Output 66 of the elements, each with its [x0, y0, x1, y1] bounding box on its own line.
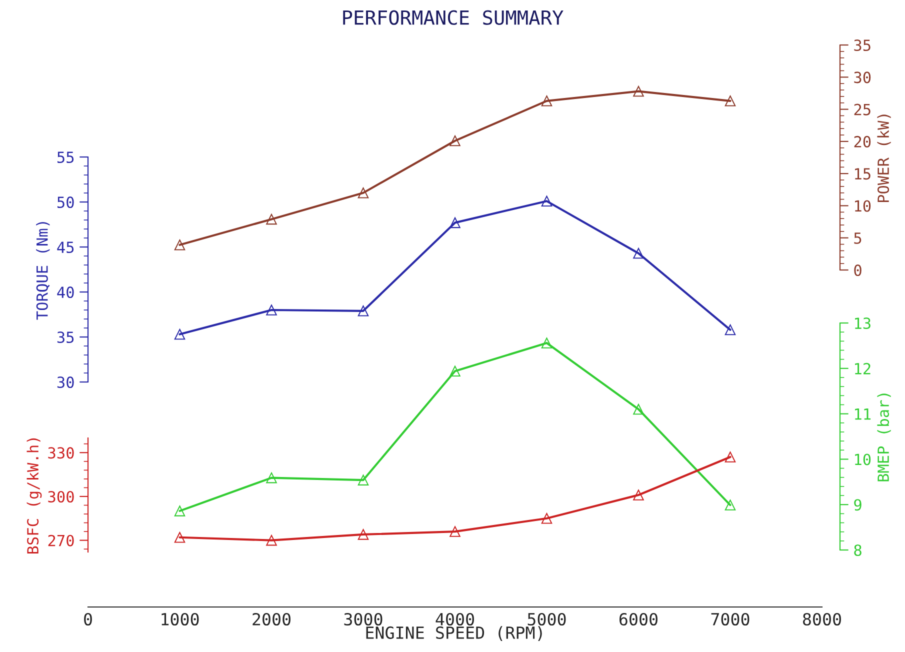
- y-tick-label: 50: [57, 196, 74, 208]
- y-tick-label: 5: [854, 232, 862, 244]
- point: [541, 196, 552, 206]
- y-tick-label: 30: [57, 376, 74, 388]
- point: [450, 366, 460, 377]
- point: [358, 474, 369, 486]
- chart-title: PERFORMANCE SUMMARY: [343, 10, 564, 25]
- point: [358, 529, 369, 540]
- point: [724, 96, 736, 106]
- point: [174, 240, 186, 250]
- y-tick-label: 12: [855, 362, 870, 374]
- point: [541, 338, 552, 348]
- y-tick-label: 35: [854, 40, 870, 52]
- point: [450, 526, 460, 537]
- y-tick-label: 30: [854, 72, 871, 84]
- y-tick-label: 55: [57, 152, 74, 164]
- y-axis-title: POWER (kW): [877, 114, 891, 202]
- y-tick-label: 330: [48, 447, 74, 459]
- y-axis-title: BMEP (bar): [877, 394, 891, 482]
- point: [358, 187, 369, 198]
- point: [633, 404, 644, 415]
- point: [724, 324, 736, 336]
- x-tick-label: 1000: [162, 612, 199, 626]
- point: [266, 214, 277, 225]
- x-tick-label: 6000: [620, 612, 658, 626]
- x-tick-label: 7000: [711, 612, 750, 626]
- y-tick-label: 35: [57, 332, 74, 344]
- y-axis-title: BSFC (g/kW.h): [26, 438, 42, 554]
- point: [724, 452, 736, 462]
- y-tick-label: 15: [855, 168, 870, 180]
- point: [266, 304, 277, 316]
- point: [541, 513, 552, 524]
- point: [541, 96, 552, 106]
- point: [633, 86, 644, 97]
- y-tick-label: 20: [854, 136, 871, 148]
- x-tick-label: 3000: [344, 612, 382, 626]
- y-tick-label: 10: [855, 454, 871, 466]
- point: [266, 534, 277, 546]
- point: [724, 500, 736, 510]
- y-tick-label: 13: [855, 318, 870, 330]
- y-tick-label: 25: [854, 104, 870, 116]
- y-tick-label: 45: [57, 242, 74, 254]
- y-tick-label: 40: [57, 286, 74, 298]
- x-tick-label: 5000: [528, 612, 566, 626]
- point: [266, 472, 277, 484]
- y-tick-label: 270: [48, 534, 74, 546]
- x-tick-label: 2000: [252, 612, 290, 626]
- x-tick-label: 4000: [436, 612, 474, 626]
- point: [174, 532, 186, 543]
- y-tick-label: 300: [48, 490, 74, 503]
- y-tick-label: 9: [854, 499, 862, 511]
- point: [358, 306, 369, 316]
- y-tick-label: 0: [854, 264, 862, 276]
- point: [174, 328, 186, 340]
- point: [633, 490, 644, 500]
- x-axis-title: ENGINE SPEED (RPM): [366, 626, 542, 641]
- point: [450, 135, 460, 146]
- point: [174, 506, 186, 516]
- y-tick-label: 11: [855, 408, 871, 420]
- x-tick-label: 0: [84, 612, 92, 626]
- y-tick-label: 10: [855, 200, 871, 212]
- point: [450, 217, 460, 228]
- point: [633, 248, 644, 259]
- y-tick-label: 8: [854, 544, 862, 556]
- x-tick-label: 8000: [802, 612, 841, 626]
- y-axis-title: TORQUE (Nm): [36, 222, 50, 320]
